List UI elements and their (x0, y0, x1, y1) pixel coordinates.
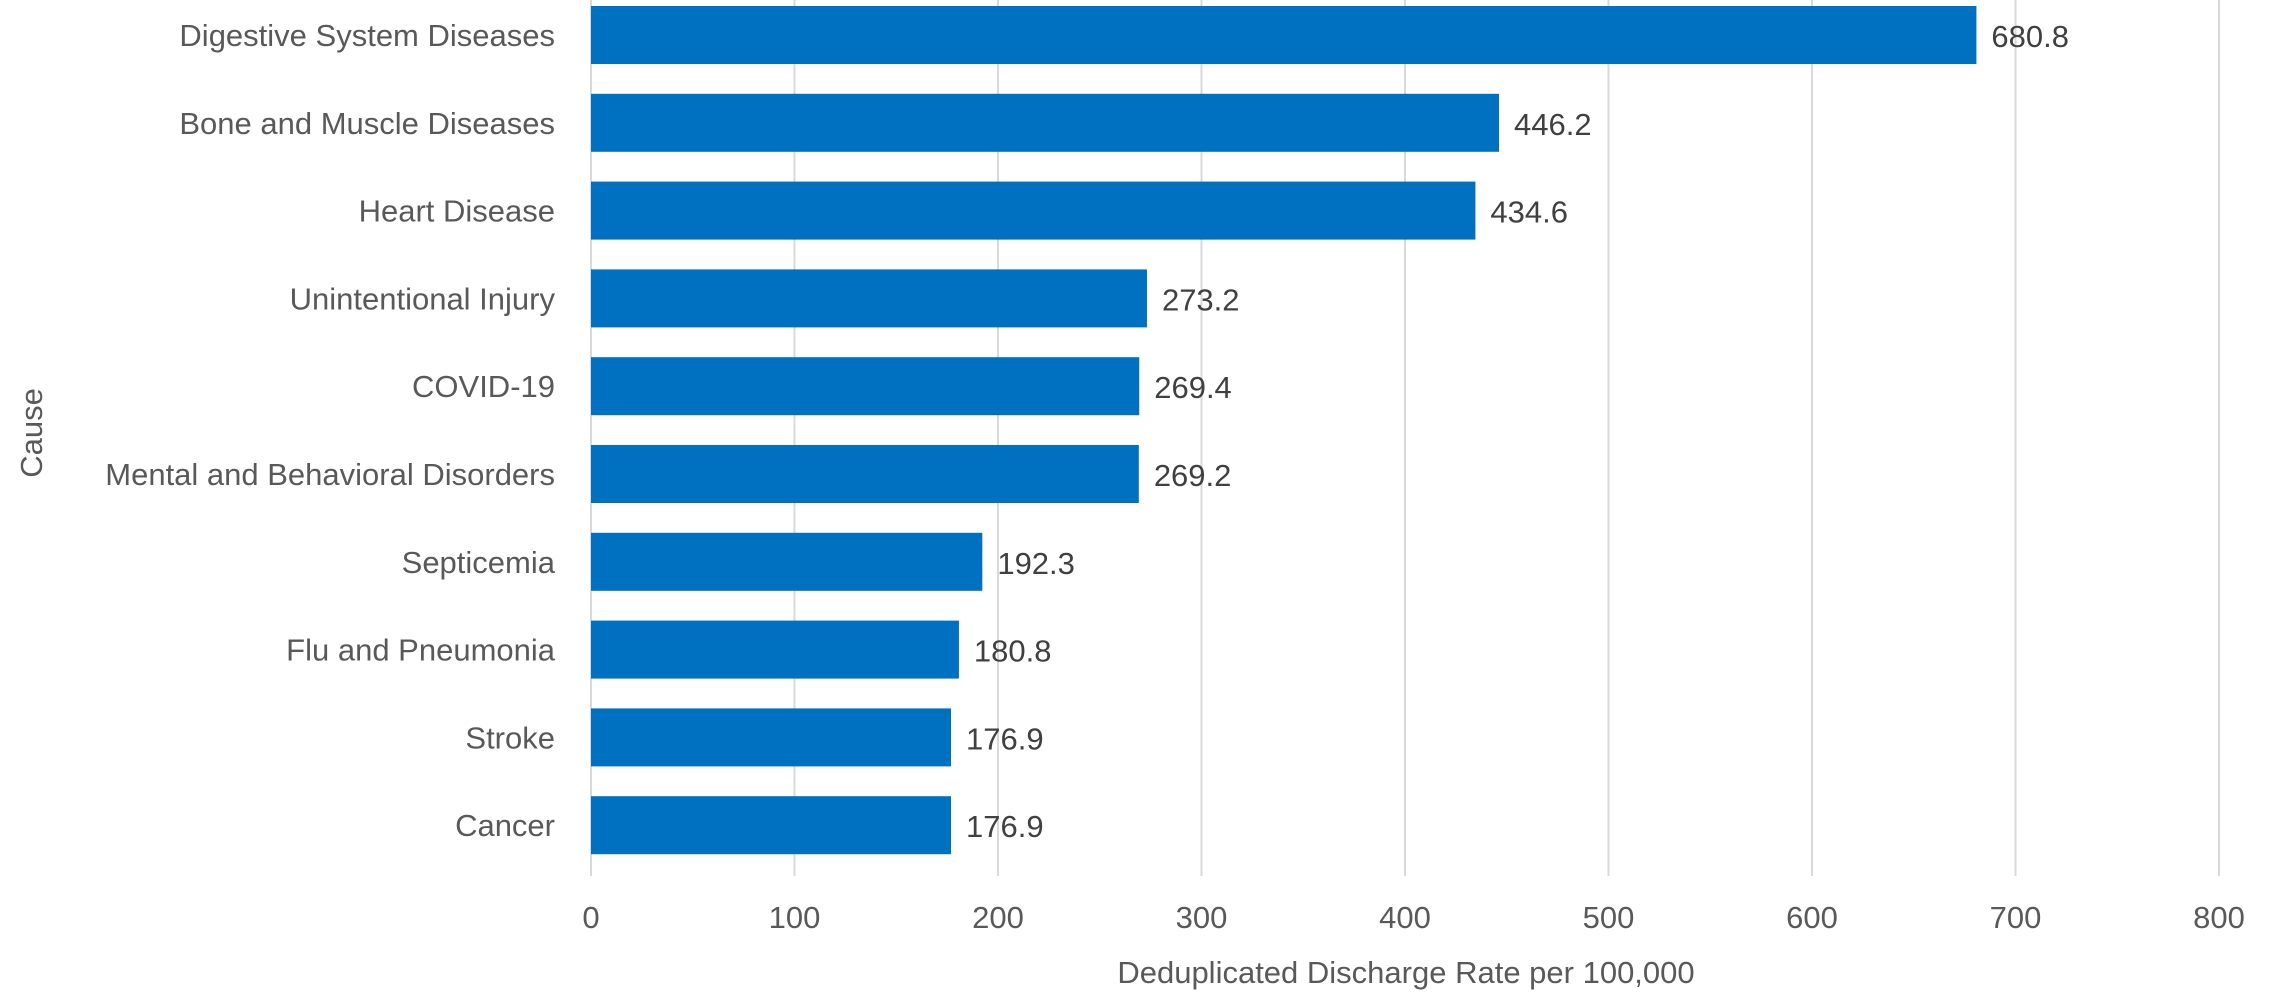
data-labels: 680.8 446.2 434.6 273.2 269.4 269.2 192.3 180.8… (966, 19, 2069, 844)
x-tick-label: 300 (1176, 900, 1228, 935)
bar (591, 357, 1140, 416)
bar (591, 269, 1147, 328)
x-tick-label: 400 (1379, 900, 1431, 935)
bar (591, 93, 1500, 152)
x-tick-label: 500 (1583, 900, 1635, 935)
x-tick-label: 700 (1990, 900, 2042, 935)
bar (591, 620, 959, 679)
category-label: Mental and Behavioral Disorders (105, 457, 555, 492)
data-label: 269.2 (1154, 458, 1232, 493)
bar (591, 181, 1476, 240)
data-label: 269.4 (1154, 370, 1232, 405)
category-label: Cancer (455, 808, 555, 843)
x-axis-title: Deduplicated Discharge Rate per 100,000 (1117, 955, 1694, 990)
category-label: COVID-19 (412, 369, 555, 404)
data-label: 434.6 (1490, 195, 1568, 230)
bar (591, 6, 1977, 64)
category-labels: Digestive System Diseases Bone and Muscle… (105, 18, 555, 843)
category-label: Septicemia (402, 545, 556, 580)
data-label: 176.9 (966, 809, 1044, 844)
x-tick-labels: 0 100 200 300 400 500 600 700 800 (582, 900, 2244, 935)
data-label: 192.3 (997, 546, 1075, 581)
x-tick-label: 800 (2193, 900, 2245, 935)
data-label: 680.8 (1991, 19, 2069, 54)
bars (591, 6, 1977, 855)
bar (591, 708, 951, 767)
data-label: 180.8 (974, 634, 1052, 669)
data-label: 176.9 (966, 721, 1044, 756)
data-label: 273.2 (1162, 282, 1240, 317)
category-label: Bone and Muscle Diseases (179, 106, 555, 141)
category-label: Heart Disease (359, 194, 555, 229)
y-axis-title: Cause (14, 388, 49, 478)
bar (591, 445, 1139, 503)
category-label: Unintentional Injury (290, 281, 556, 316)
category-label: Digestive System Diseases (179, 18, 555, 53)
bar (591, 532, 983, 591)
bar (591, 796, 951, 855)
data-label: 446.2 (1514, 107, 1592, 142)
x-tick-label: 600 (1786, 900, 1838, 935)
x-tick-label: 100 (769, 900, 821, 935)
category-label: Flu and Pneumonia (286, 633, 556, 668)
x-tick-label: 200 (972, 900, 1024, 935)
x-tick-label: 0 (582, 900, 599, 935)
category-label: Stroke (465, 720, 555, 755)
